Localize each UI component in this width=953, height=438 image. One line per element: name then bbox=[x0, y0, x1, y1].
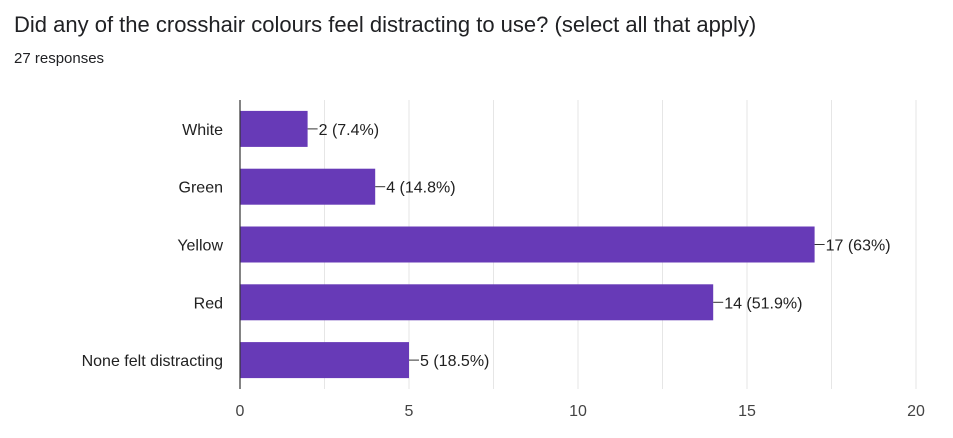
x-tick-label: 5 bbox=[405, 403, 414, 420]
bars bbox=[240, 110, 815, 379]
data-label: 5 (18.5%) bbox=[420, 353, 489, 370]
category-label: Yellow bbox=[177, 238, 223, 255]
x-tick-label: 10 bbox=[569, 403, 587, 420]
chart-title: Did any of the crosshair colours feel di… bbox=[14, 12, 757, 37]
bar[interactable] bbox=[240, 110, 308, 147]
x-tick-label: 0 bbox=[236, 403, 245, 420]
axes: 0 5 10 15 20 bbox=[236, 100, 925, 420]
bar[interactable] bbox=[240, 168, 376, 205]
data-label: 2 (7.4%) bbox=[319, 122, 379, 139]
category-label: None felt distracting bbox=[82, 353, 223, 370]
bar[interactable] bbox=[240, 284, 714, 321]
data-label: 14 (51.9%) bbox=[724, 295, 802, 312]
category-label: Green bbox=[179, 180, 223, 197]
labels: White 2 (7.4%) Green 4 (14.8%) Yellow 17 (63%… bbox=[82, 122, 891, 370]
response-count: 27 responses bbox=[14, 50, 105, 67]
category-label: White bbox=[182, 122, 223, 139]
data-label: 4 (14.8%) bbox=[386, 180, 455, 197]
x-tick-label: 15 bbox=[738, 403, 756, 420]
bar[interactable] bbox=[240, 342, 409, 379]
data-label: 17 (63%) bbox=[826, 238, 891, 255]
bar[interactable] bbox=[240, 226, 815, 263]
category-label: Red bbox=[194, 295, 223, 312]
x-tick-label: 20 bbox=[907, 403, 925, 420]
